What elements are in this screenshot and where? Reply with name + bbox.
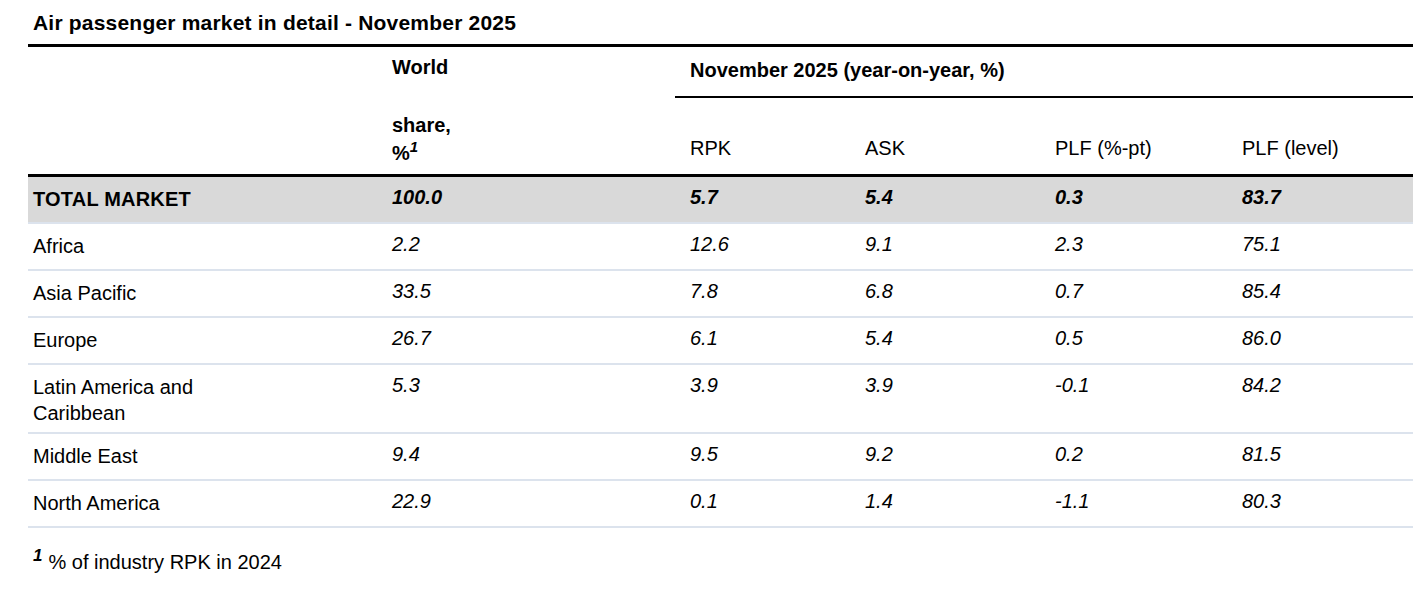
row-label: Africa (28, 224, 387, 265)
report-page: Air passenger market in detail - Novembe… (0, 0, 1426, 574)
table-row: Latin America and Caribbean 5.3 3.9 3.9 … (28, 365, 1413, 434)
header-world-share-line2: share, %1 (392, 113, 675, 166)
cell-plf-pt: -1.1 (1040, 481, 1227, 519)
row-label: TOTAL MARKET (28, 177, 387, 218)
cell-plf-level: 84.2 (1227, 365, 1413, 403)
cell-plf-level: 81.5 (1227, 434, 1413, 472)
header-sub-columns: RPK ASK PLF (%-pt) PLF (level) (675, 98, 1413, 174)
cell-rpk: 3.9 (675, 365, 850, 403)
footnote-reference: 1 (410, 138, 418, 155)
cell-plf-pt: 0.2 (1040, 434, 1227, 472)
air-passenger-table: World share, %1 November 2025 (year-on-y… (28, 44, 1413, 528)
cell-plf-level: 80.3 (1227, 481, 1413, 519)
header-world-share: World share, %1 (387, 47, 675, 174)
header-world-share-line1: World (392, 55, 675, 80)
cell-ask: 9.1 (850, 224, 1040, 262)
table-header-row: World share, %1 November 2025 (year-on-y… (28, 47, 1413, 177)
row-label: North America (28, 481, 387, 522)
cell-ask: 5.4 (850, 318, 1040, 356)
cell-ask: 3.9 (850, 365, 1040, 403)
cell-world-share: 2.2 (387, 224, 675, 262)
cell-world-share: 26.7 (387, 318, 675, 356)
cell-rpk: 7.8 (675, 271, 850, 309)
cell-rpk: 0.1 (675, 481, 850, 519)
cell-plf-level: 75.1 (1227, 224, 1413, 262)
cell-rpk: 5.7 (675, 177, 850, 215)
cell-world-share: 22.9 (387, 481, 675, 519)
cell-plf-pt: 0.5 (1040, 318, 1227, 356)
cell-plf-pt: 0.7 (1040, 271, 1227, 309)
header-plf-level: PLF (level) (1227, 137, 1413, 160)
cell-plf-pt: 0.3 (1040, 177, 1227, 215)
cell-plf-pt: 2.3 (1040, 224, 1227, 262)
footnote-text: % of industry RPK in 2024 (48, 551, 281, 573)
table-footnote: 1 % of industry RPK in 2024 (28, 528, 1426, 574)
cell-rpk: 9.5 (675, 434, 850, 472)
table-row: Middle East 9.4 9.5 9.2 0.2 81.5 (28, 434, 1413, 481)
cell-world-share: 33.5 (387, 271, 675, 309)
header-region-cell-empty (28, 47, 387, 174)
row-label: Asia Pacific (28, 271, 387, 312)
cell-rpk: 12.6 (675, 224, 850, 262)
footnote-marker: 1 (33, 546, 42, 565)
table-row-total-market: TOTAL MARKET 100.0 5.7 5.4 0.3 83.7 (28, 177, 1413, 224)
header-rpk: RPK (675, 137, 850, 160)
table-row: Africa 2.2 12.6 9.1 2.3 75.1 (28, 224, 1413, 271)
header-group-title: November 2025 (year-on-year, %) (675, 59, 1413, 82)
table-body: Africa 2.2 12.6 9.1 2.3 75.1 Asia Pacifi… (28, 224, 1413, 528)
table-row: Europe 26.7 6.1 5.4 0.5 86.0 (28, 318, 1413, 365)
cell-ask: 5.4 (850, 177, 1040, 215)
table-row: Asia Pacific 33.5 7.8 6.8 0.7 85.4 (28, 271, 1413, 318)
cell-plf-level: 83.7 (1227, 177, 1413, 215)
cell-ask: 6.8 (850, 271, 1040, 309)
cell-plf-pt: -0.1 (1040, 365, 1227, 403)
cell-ask: 1.4 (850, 481, 1040, 519)
row-label: Middle East (28, 434, 387, 475)
cell-world-share: 9.4 (387, 434, 675, 472)
row-label: Europe (28, 318, 387, 359)
header-group-november: November 2025 (year-on-year, %) RPK ASK … (675, 47, 1413, 174)
cell-ask: 9.2 (850, 434, 1040, 472)
cell-plf-level: 86.0 (1227, 318, 1413, 356)
table-title: Air passenger market in detail - Novembe… (28, 0, 1426, 44)
header-plf-pt: PLF (%-pt) (1040, 137, 1227, 160)
cell-world-share: 100.0 (387, 177, 675, 215)
cell-rpk: 6.1 (675, 318, 850, 356)
row-label: Latin America and Caribbean (28, 365, 387, 432)
table-row: North America 22.9 0.1 1.4 -1.1 80.3 (28, 481, 1413, 528)
cell-plf-level: 85.4 (1227, 271, 1413, 309)
header-ask: ASK (850, 137, 1040, 160)
cell-world-share: 5.3 (387, 365, 675, 403)
